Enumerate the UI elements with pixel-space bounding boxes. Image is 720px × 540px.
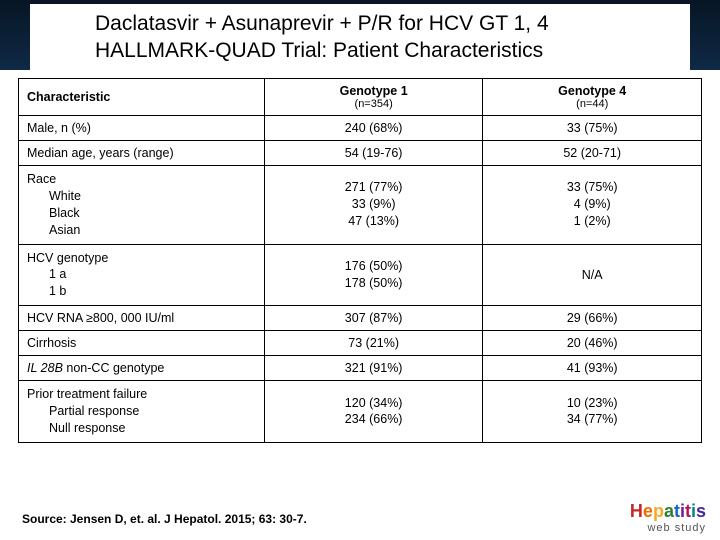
v: 33 (9%) — [352, 197, 396, 211]
v: 176 (50%) — [345, 259, 403, 273]
row-label-prior: Prior treatment failure Partial response… — [19, 381, 265, 443]
hepatitis-wordmark: Hepatitis — [630, 501, 706, 522]
row-sub: 1 a — [27, 266, 256, 283]
row-gt1: 307 (87%) — [264, 306, 483, 331]
v: 47 (13%) — [348, 214, 399, 228]
table-row: Male, n (%) 240 (68%) 33 (75%) — [19, 116, 702, 141]
footer-logo: Hepatitis web study — [630, 501, 706, 534]
row-gt4: 52 (20-71) — [483, 141, 702, 166]
source-citation: Source: Jensen D, et. al. J Hepatol. 201… — [22, 512, 307, 526]
v: 1 (2%) — [574, 214, 611, 228]
row-main: HCV genotype — [27, 251, 108, 265]
v: 120 (34%) — [345, 396, 403, 410]
row-gt4: 33 (75%) — [483, 116, 702, 141]
col-header-characteristic: Characteristic — [19, 79, 265, 116]
row-main: Race — [27, 172, 56, 186]
col-header-gt1: Genotype 1 (n=354) — [264, 79, 483, 116]
gt4-label: Genotype 4 — [491, 84, 693, 98]
row-gt1: 120 (34%) 234 (66%) — [264, 381, 483, 443]
table-row: IL 28B non-CC genotype 321 (91%) 41 (93%… — [19, 356, 702, 381]
row-sub: White — [27, 188, 256, 205]
row-gt1: 73 (21%) — [264, 331, 483, 356]
row-gt1: 321 (91%) — [264, 356, 483, 381]
row-label: Cirrhosis — [19, 331, 265, 356]
row-gt4: 33 (75%) 4 (9%) 1 (2%) — [483, 166, 702, 245]
row-label-il28b: IL 28B non-CC genotype — [19, 356, 265, 381]
v: 4 (9%) — [574, 197, 611, 211]
v: 10 (23%) — [567, 396, 618, 410]
title-line-1: Daclatasvir + Asunaprevir + P/R for HCV … — [95, 10, 680, 37]
title-line-2: HALLMARK-QUAD Trial: Patient Characteris… — [95, 37, 680, 64]
v: 34 (77%) — [567, 412, 618, 426]
col-header-gt4: Genotype 4 (n=44) — [483, 79, 702, 116]
row-sub: Asian — [27, 222, 256, 239]
row-label: HCV RNA ≥800, 000 IU/ml — [19, 306, 265, 331]
row-label-race: Race White Black Asian — [19, 166, 265, 245]
row-gt4: 29 (66%) — [483, 306, 702, 331]
row-label: Male, n (%) — [19, 116, 265, 141]
row-sub: Null response — [27, 420, 256, 437]
row-sub: Partial response — [27, 403, 256, 420]
table-row: Median age, years (range) 54 (19-76) 52 … — [19, 141, 702, 166]
row-gt1: 176 (50%) 178 (50%) — [264, 244, 483, 306]
table-row: Race White Black Asian 271 (77%) 33 (9%)… — [19, 166, 702, 245]
row-gt1: 240 (68%) — [264, 116, 483, 141]
row-gt4: 10 (23%) 34 (77%) — [483, 381, 702, 443]
gt1-label: Genotype 1 — [273, 84, 475, 98]
row-label-hcvgt: HCV genotype 1 a 1 b — [19, 244, 265, 306]
gt1-n: (n=354) — [273, 98, 475, 110]
v: 271 (77%) — [345, 180, 403, 194]
v: 178 (50%) — [345, 276, 403, 290]
characteristics-table: Characteristic Genotype 1 (n=354) Genoty… — [18, 78, 702, 443]
row-gt4: N/A — [483, 244, 702, 306]
row-gt4: 20 (46%) — [483, 331, 702, 356]
table-row: Prior treatment failure Partial response… — [19, 381, 702, 443]
row-gt1: 54 (19-76) — [264, 141, 483, 166]
il28b-rest: non-CC genotype — [63, 361, 164, 375]
v: 234 (66%) — [345, 412, 403, 426]
row-main: Prior treatment failure — [27, 387, 147, 401]
table-header-row: Characteristic Genotype 1 (n=354) Genoty… — [19, 79, 702, 116]
v: 33 (75%) — [567, 180, 618, 194]
row-label: Median age, years (range) — [19, 141, 265, 166]
title-box: Daclatasvir + Asunaprevir + P/R for HCV … — [30, 4, 690, 71]
row-sub: 1 b — [27, 283, 256, 300]
il28b-italic: IL 28B — [27, 361, 63, 375]
table-row: HCV genotype 1 a 1 b 176 (50%) 178 (50%)… — [19, 244, 702, 306]
table-row: Cirrhosis 73 (21%) 20 (46%) — [19, 331, 702, 356]
table-row: HCV RNA ≥800, 000 IU/ml 307 (87%) 29 (66… — [19, 306, 702, 331]
row-sub: Black — [27, 205, 256, 222]
gt4-n: (n=44) — [491, 98, 693, 110]
row-gt1: 271 (77%) 33 (9%) 47 (13%) — [264, 166, 483, 245]
webstudy-label: web study — [630, 522, 706, 534]
row-gt4: 41 (93%) — [483, 356, 702, 381]
